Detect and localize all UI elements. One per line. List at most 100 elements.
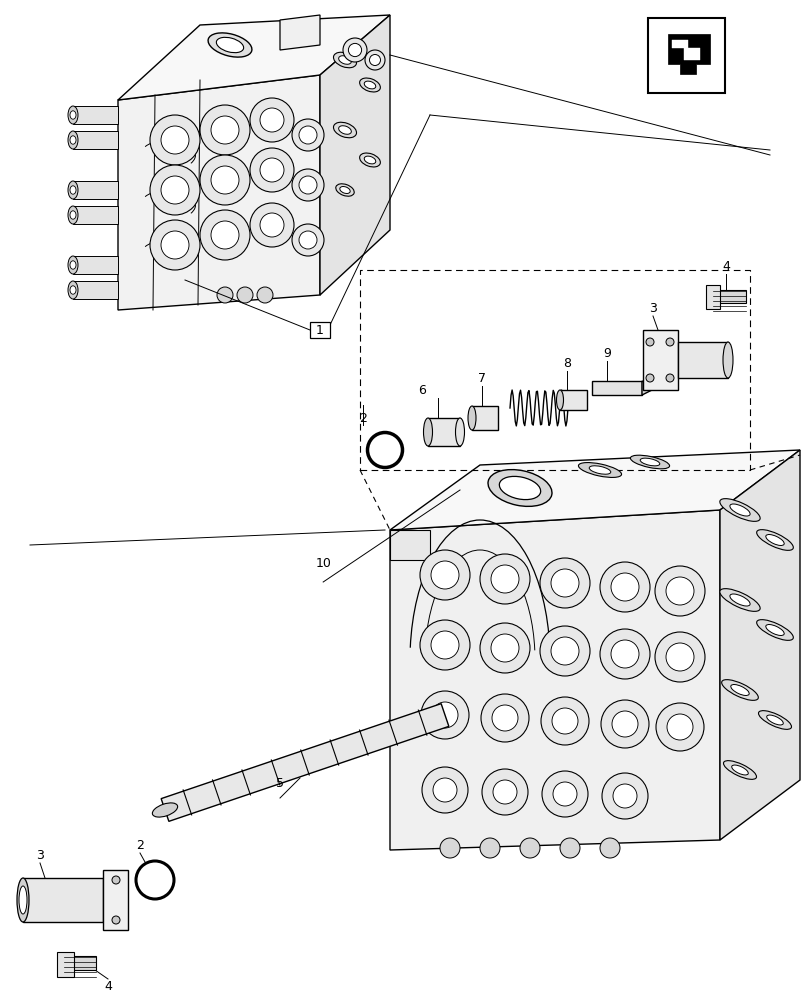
Ellipse shape [639,458,659,466]
Circle shape [491,634,518,662]
Circle shape [479,554,530,604]
Polygon shape [427,418,460,446]
Polygon shape [73,281,118,299]
Circle shape [666,714,692,740]
Circle shape [250,203,294,247]
Circle shape [342,38,367,62]
Circle shape [112,876,120,884]
Circle shape [200,105,250,155]
Circle shape [298,176,316,194]
Ellipse shape [68,181,78,199]
Circle shape [217,287,233,303]
Ellipse shape [70,211,76,219]
Polygon shape [672,40,699,60]
Circle shape [292,224,324,256]
Circle shape [431,631,458,659]
Circle shape [237,287,253,303]
Ellipse shape [766,715,783,725]
Text: 10: 10 [315,557,331,570]
Polygon shape [161,704,448,821]
Circle shape [610,573,638,601]
Polygon shape [719,450,799,840]
Ellipse shape [719,589,759,611]
Ellipse shape [17,878,29,922]
Circle shape [150,220,200,270]
Circle shape [260,158,284,182]
Polygon shape [677,342,727,378]
Circle shape [479,623,530,673]
Circle shape [551,569,578,597]
Circle shape [260,213,284,237]
Circle shape [479,838,500,858]
Circle shape [654,632,704,682]
Circle shape [200,155,250,205]
Ellipse shape [455,418,464,446]
Circle shape [211,221,238,249]
Ellipse shape [19,886,27,914]
Text: 3: 3 [648,302,656,315]
Circle shape [257,287,272,303]
Ellipse shape [216,37,243,53]
Ellipse shape [208,33,251,57]
Ellipse shape [756,530,792,550]
Circle shape [161,176,189,204]
Polygon shape [389,450,799,530]
Polygon shape [64,956,96,970]
Text: 8: 8 [562,357,570,370]
Circle shape [655,703,703,751]
Polygon shape [320,15,389,295]
Text: 1: 1 [315,324,324,336]
Ellipse shape [70,186,76,194]
Ellipse shape [730,685,749,695]
Circle shape [611,711,637,737]
Polygon shape [389,530,430,560]
Ellipse shape [68,281,78,299]
Polygon shape [560,390,586,410]
Circle shape [551,637,578,665]
Ellipse shape [68,131,78,149]
Polygon shape [280,15,320,50]
Ellipse shape [68,106,78,124]
Polygon shape [712,290,745,303]
Circle shape [601,773,647,819]
Circle shape [150,115,200,165]
Ellipse shape [70,111,76,119]
Circle shape [260,108,284,132]
Circle shape [292,169,324,201]
Ellipse shape [70,286,76,294]
Ellipse shape [723,761,756,779]
Circle shape [599,838,620,858]
Polygon shape [118,15,389,100]
Polygon shape [73,181,118,199]
Text: 2: 2 [358,412,367,425]
Polygon shape [57,952,74,977]
Circle shape [348,43,361,57]
Circle shape [551,708,577,734]
Circle shape [600,700,648,748]
Ellipse shape [338,56,351,64]
Text: 7: 7 [478,372,486,385]
Polygon shape [591,381,642,395]
Circle shape [161,126,189,154]
Polygon shape [73,106,118,124]
Ellipse shape [68,206,78,224]
Ellipse shape [589,466,610,474]
Polygon shape [705,285,719,309]
Ellipse shape [359,78,380,92]
Polygon shape [642,330,677,390]
Polygon shape [471,406,497,430]
Ellipse shape [333,52,356,68]
Ellipse shape [577,463,620,477]
Ellipse shape [729,504,749,516]
Circle shape [419,620,470,670]
Circle shape [599,629,649,679]
Circle shape [431,702,457,728]
Circle shape [419,550,470,600]
Ellipse shape [364,81,375,89]
Circle shape [432,778,457,802]
Ellipse shape [336,184,354,196]
Bar [646,18,723,93]
Polygon shape [118,75,320,310]
Circle shape [211,116,238,144]
Circle shape [539,626,590,676]
